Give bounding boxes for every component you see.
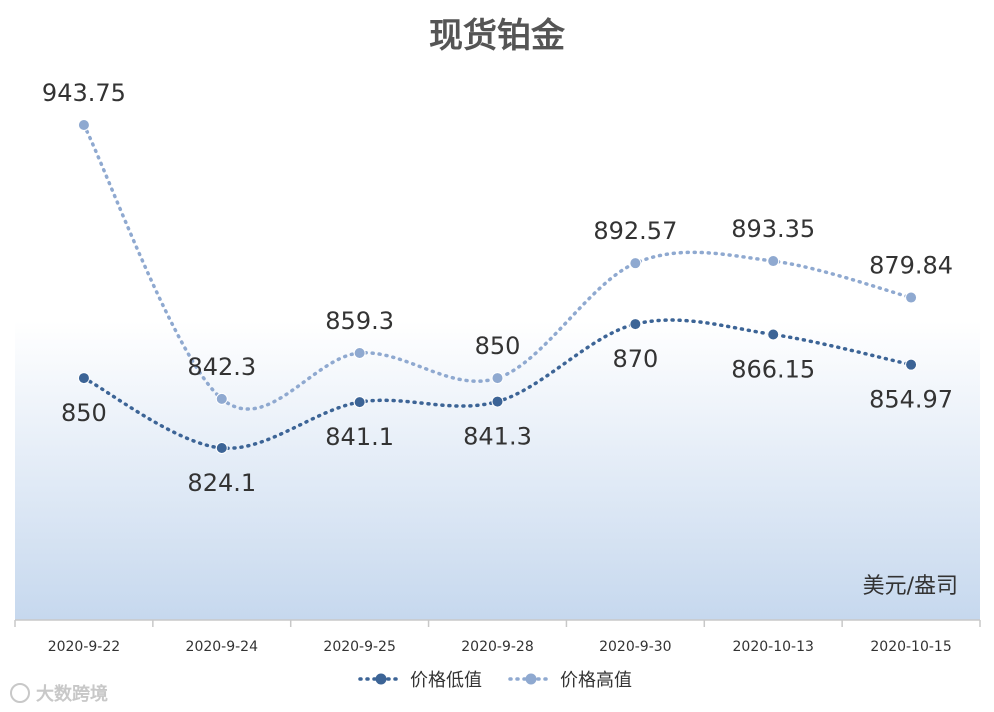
data-label-low: 824.1 [187,469,256,497]
data-label-high: 943.75 [42,79,126,107]
high-point [905,291,918,304]
data-label-layer: 943.75 850 842.3 824.1 859.3 841.1 850 841.3 892… [42,79,953,497]
watermark-logo-icon [10,683,30,703]
low-point [215,442,228,454]
data-label-high: 850 [475,332,521,360]
high-point [77,119,90,131]
chart-title: 现货铂金 [429,16,566,56]
x-tick-label: 2020-9-22 [48,639,120,655]
data-label-low: 870 [612,345,658,373]
low-point [353,396,366,409]
x-tick-label: 2020-9-25 [323,639,395,655]
x-axis: 2020-9-22 2020-9-24 2020-9-25 2020-9-28 2020… [14,620,981,655]
legend-label: 价格高值 [560,670,632,691]
legend-marker-swatch [525,673,537,685]
x-tick-label: 2020-9-24 [186,639,259,655]
low-point [767,328,780,341]
unit-label: 美元/盎司 [863,574,958,599]
data-label-high: 859.3 [325,307,394,335]
low-point [491,395,504,408]
high-point [629,257,642,270]
data-label-low: 854.97 [869,386,953,414]
high-low-lines [81,122,914,451]
x-tick-label: 2020-10-13 [733,639,814,655]
x-tick-label: 2020-9-30 [599,639,671,655]
data-label-high: 892.57 [593,217,677,245]
high-point [215,392,228,405]
high-point [353,346,366,359]
series-line-high [82,123,913,411]
data-label-low: 850 [61,399,107,427]
legend-marker-swatch [375,673,387,685]
high-point [767,255,780,268]
legend-item-low: 价格低值 [358,670,482,691]
low-point [629,318,642,331]
watermark: 大数跨境 [10,683,108,705]
high-point [491,372,504,385]
data-label-low: 866.15 [731,355,815,383]
marker-layer [77,119,918,454]
data-label-low: 841.3 [463,423,532,451]
x-tick-label: 2020-9-28 [461,639,533,655]
low-point [77,372,90,385]
data-label-high: 879.84 [869,252,953,280]
legend-item-high: 价格高值 [508,670,632,691]
low-point [905,358,918,371]
legend-label: 价格低值 [410,670,482,691]
x-tick-label: 2020-10-15 [870,639,951,655]
legend: 价格低值 价格高值 [358,670,632,691]
data-label-high: 842.3 [187,353,256,381]
data-label-high: 893.35 [731,215,815,243]
watermark-text: 大数跨境 [36,683,108,705]
data-label-low: 841.1 [325,423,394,451]
